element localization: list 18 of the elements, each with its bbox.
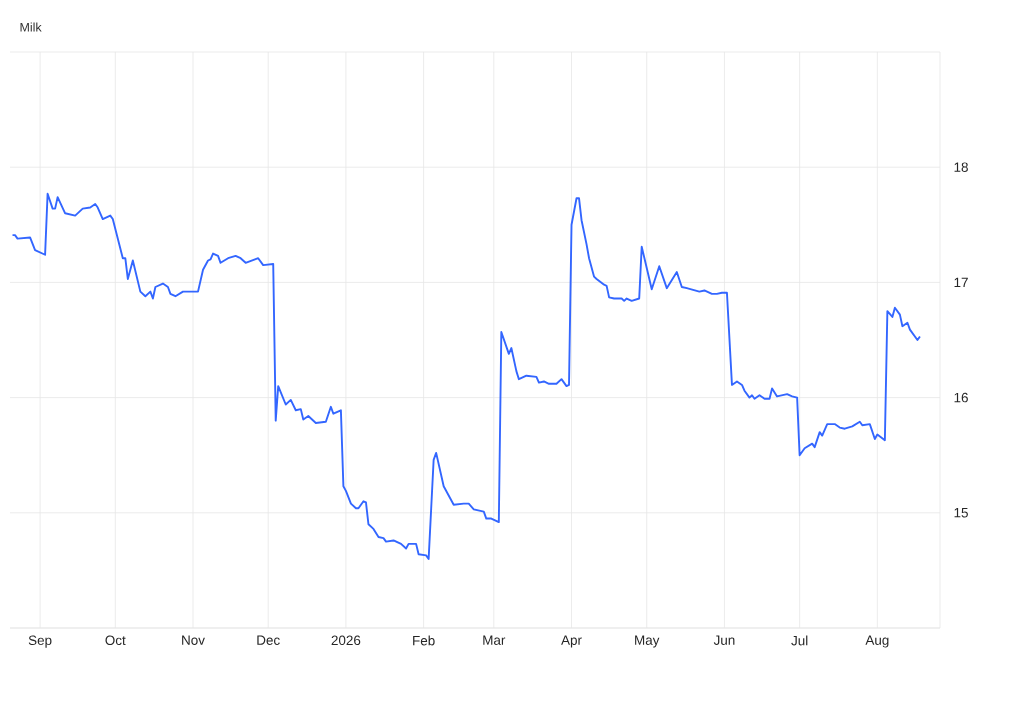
x-tick-label: Oct bbox=[105, 635, 126, 646]
x-tick-label: Aug bbox=[865, 635, 889, 648]
line-series bbox=[11, 192, 921, 560]
y-tick-label: 18 bbox=[954, 162, 968, 172]
x-tick-label: Apr bbox=[561, 635, 582, 648]
chart-title: Milk bbox=[20, 22, 42, 32]
x-tick-label: Feb bbox=[413, 635, 435, 646]
y-tick-label: 16 bbox=[954, 392, 968, 403]
x-tick-label: Mar bbox=[483, 635, 506, 645]
y-tick-label: 15 bbox=[954, 508, 968, 518]
x-tick-label: 2026 bbox=[331, 635, 361, 646]
x-tick-label: Sep bbox=[28, 635, 52, 648]
x-tick-label: Nov bbox=[182, 635, 205, 645]
y-tick-label: 17 bbox=[954, 277, 968, 288]
x-tick-label: Jun bbox=[713, 635, 735, 645]
x-tick-label: Jul bbox=[791, 635, 808, 646]
x-tick-label: May bbox=[635, 635, 660, 648]
x-tick-label: Dec bbox=[257, 635, 280, 645]
